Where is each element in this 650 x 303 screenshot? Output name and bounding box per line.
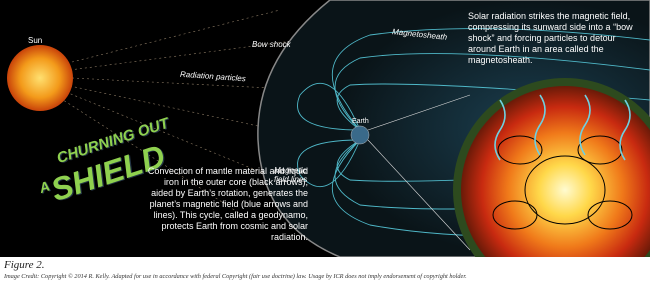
solar-paragraph: Solar radiation strikes the magnetic fie…: [468, 11, 633, 65]
credit: Image Credit: Copyright © 2014 R. Kelly.…: [4, 273, 467, 280]
sun: [7, 45, 73, 111]
convection-arrows: [492, 135, 633, 230]
earth-label: Earth: [352, 118, 369, 125]
convection-paragraph: Convection of mantle material and liquid…: [147, 166, 308, 242]
sun-label: Sun: [28, 36, 43, 45]
earth: [350, 125, 370, 145]
pointer: [367, 139, 471, 251]
field-lines-label: Magnetic field lines: [274, 166, 308, 184]
figure-label: Figure 2.: [4, 259, 45, 271]
blue-arrows: [494, 94, 631, 161]
pointer: [367, 94, 471, 131]
earth-core: [461, 86, 650, 257]
bow-shock-label: Bow shock: [252, 40, 291, 49]
